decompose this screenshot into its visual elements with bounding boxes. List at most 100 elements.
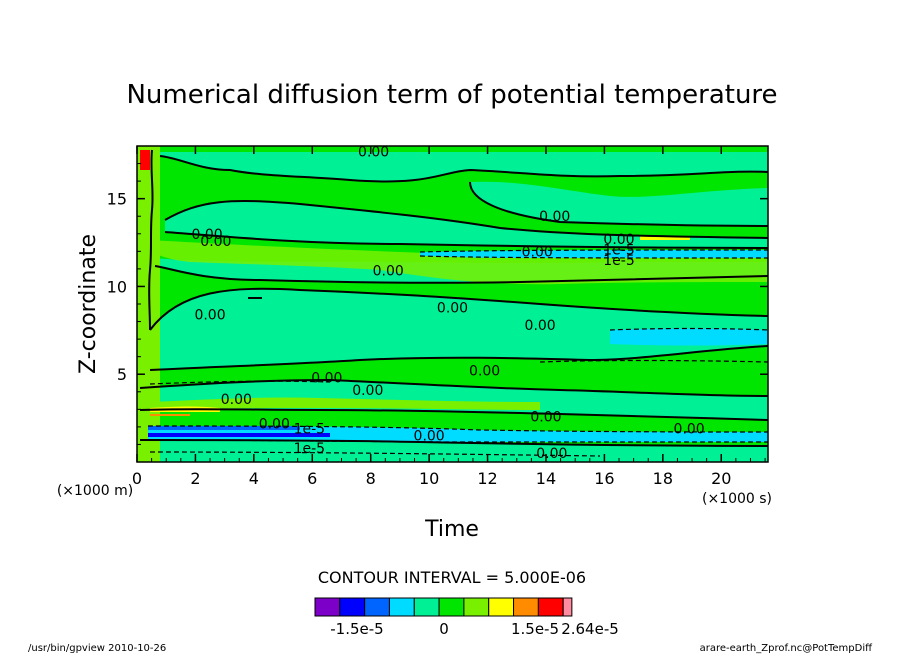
contour-label: 1e-5 <box>294 422 325 438</box>
colorbar-label: 1.5e-5 <box>511 620 559 638</box>
colorbar-label: 2.64e-5 <box>561 620 619 638</box>
contour-label: 0.00 <box>192 227 223 243</box>
dashed-line-1 <box>419 249 768 253</box>
region-orange <box>150 414 190 416</box>
x-tick-label: 2 <box>190 469 200 488</box>
y-axis-label: Z-coordinate <box>76 234 101 374</box>
contour-label: 0.00 <box>469 364 500 380</box>
dashed-line-3 <box>539 359 768 363</box>
y-tick-label: 10 <box>107 277 127 296</box>
contour-label: 0.00 <box>200 234 231 250</box>
contour-label: 0.00 <box>437 301 468 317</box>
colorbar-swatch <box>339 597 366 617</box>
contour-line-left <box>148 149 154 331</box>
contour-line-8 <box>139 378 768 397</box>
region-top <box>160 152 768 182</box>
contour-label: 0.00 <box>603 232 634 248</box>
contour-line-6 <box>149 287 768 331</box>
contour-label: 1e-5 <box>603 243 634 259</box>
colorbar-swatch <box>513 597 539 617</box>
x-tick-label: 0 <box>132 469 142 488</box>
dashed-line-6 <box>147 439 768 443</box>
region-lower <box>140 380 768 420</box>
contour-line-3 <box>164 200 768 239</box>
colorbar-swatch <box>488 597 515 617</box>
colorbar-swatch <box>388 597 415 617</box>
contour-label: 0.00 <box>194 308 225 324</box>
footer-right: arare-earth_Zprof.nc@PotTempDiff <box>700 643 874 654</box>
y-axis: 5 10 15 <box>107 145 768 463</box>
x-tick-label: 4 <box>249 469 259 488</box>
contour-line-2 <box>469 181 768 227</box>
x-tick-label: 12 <box>477 469 497 488</box>
y-tick-label: 5 <box>117 365 127 384</box>
colorbar-swatch <box>314 597 341 617</box>
colorbar-swatch <box>537 597 564 617</box>
region-light-green-upper <box>150 240 768 285</box>
contour-label: 0.00 <box>522 244 553 260</box>
dashed-line-4 <box>609 327 768 331</box>
contour-line-1 <box>159 155 768 183</box>
region-blue-1 <box>148 426 300 430</box>
colorbar-swatch <box>438 597 465 617</box>
colorbar-label: 0 <box>439 620 449 638</box>
contour-label: 0.00 <box>674 422 705 438</box>
contour-label: 0.00 <box>414 429 445 445</box>
colorbar-swatch <box>364 597 390 617</box>
dashed-line-8 <box>149 451 601 457</box>
contour-label: 0.00 <box>373 264 404 280</box>
contour-line-7 <box>149 345 768 371</box>
x-tick-label: 18 <box>653 469 673 488</box>
x-tick-label: 14 <box>536 469 556 488</box>
x-tick-label: 20 <box>711 469 731 488</box>
contour-line-5 <box>154 265 768 284</box>
y-tick-label: 15 <box>107 190 127 209</box>
contour-label: 0.00 <box>525 318 556 334</box>
region-cyan-2 <box>610 328 768 346</box>
contour-label: 1e-5 <box>294 441 325 457</box>
region-upper-right <box>470 181 768 226</box>
footer-left: /usr/bin/gpview 2010-10-26 <box>28 643 166 654</box>
x-tick-label: 8 <box>366 469 376 488</box>
contour-label: 0.00 <box>539 209 570 225</box>
chart-title: Numerical diffusion term of potential te… <box>126 80 777 110</box>
region-cyan-3 <box>148 426 768 442</box>
colorbar: -1.5e-5 0 1.5e-5 2.64e-5 <box>314 597 619 638</box>
region-upper-band <box>165 201 768 248</box>
contour-label: 0.00 <box>311 371 342 387</box>
region-middle <box>150 288 768 370</box>
dashed-line-7 <box>149 380 331 385</box>
dashed-line-2 <box>419 255 768 259</box>
x-axis-unit: (×1000 s) <box>702 491 772 507</box>
dashed-line-5 <box>147 425 768 433</box>
contour-labels: 0.000.000.000.00 0.000.00 1e-51e-50.000.00… <box>192 144 705 462</box>
contour-label: 0.00 <box>536 446 567 462</box>
x-tick-label: 10 <box>419 469 439 488</box>
region-cyan-1 <box>420 250 768 258</box>
contour-label: 0.00 <box>352 383 383 399</box>
contour-label: 0.00 <box>221 392 252 408</box>
contour-line-4 <box>164 231 768 249</box>
contour-label: 1e-5 <box>603 253 634 269</box>
contour-label: 0.00 <box>530 409 561 425</box>
contour-line-9 <box>139 408 768 421</box>
contour-label: 0.00 <box>358 144 389 160</box>
contour-lines-dashed <box>147 249 768 457</box>
contour-interval-text: CONTOUR INTERVAL = 5.000E-06 <box>318 568 586 587</box>
region-red <box>140 150 150 170</box>
colorbar-label: -1.5e-5 <box>330 620 383 638</box>
x-tick-label: 6 <box>307 469 317 488</box>
contour-label: 0.00 <box>259 416 290 432</box>
region-blue-2 <box>148 433 330 437</box>
contour-lines-solid <box>139 149 768 447</box>
colorbar-swatch <box>463 597 490 617</box>
plot-area: 0.000.000.000.00 0.000.00 1e-51e-50.000.00… <box>137 144 768 462</box>
colorbar-swatch <box>562 597 573 617</box>
x-axis: 0 2 4 6 8 10 12 14 16 18 20 <box>132 146 766 488</box>
x-tick-label: 16 <box>594 469 614 488</box>
colorbar-swatch <box>413 597 440 617</box>
y-axis-unit: (×1000 m) <box>57 483 133 499</box>
x-axis-label: Time <box>424 517 479 542</box>
region-light-green-lower <box>150 397 540 410</box>
